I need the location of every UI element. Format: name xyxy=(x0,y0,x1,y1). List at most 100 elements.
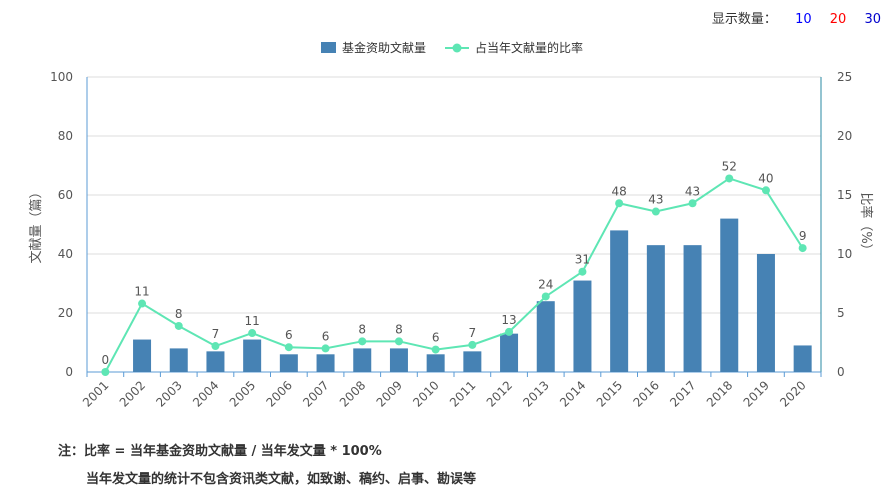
legend-swatch-bars xyxy=(321,42,336,53)
ratio-point xyxy=(248,329,257,338)
bar-data-label: 0 xyxy=(102,353,110,367)
ratio-point xyxy=(394,337,403,346)
bar xyxy=(389,348,408,372)
y2-tick-label: 5 xyxy=(837,306,845,320)
x-tick-label: 2017 xyxy=(667,378,698,409)
ratio-point xyxy=(174,321,183,330)
bar-data-label: 52 xyxy=(722,159,737,173)
ratio-point xyxy=(688,199,697,208)
bar-data-label: 6 xyxy=(322,329,330,343)
bar xyxy=(756,254,775,372)
bar xyxy=(316,354,335,372)
bar xyxy=(500,333,519,372)
note-exclusion: 当年发文量的统计不包含资讯类文献，如致谢、稿约、启事、勘误等 xyxy=(86,472,477,487)
y2-tick-label: 15 xyxy=(837,188,852,202)
ratio-point xyxy=(138,299,147,308)
bar-data-label: 6 xyxy=(432,331,440,345)
x-tick-label: 2004 xyxy=(190,378,221,409)
ratio-line xyxy=(104,177,804,373)
bar-data-label: 8 xyxy=(175,307,183,321)
bar xyxy=(793,345,812,372)
bar xyxy=(169,348,188,372)
y-tick-label: 80 xyxy=(58,129,73,143)
display-count-option-20[interactable]: 20 xyxy=(829,12,847,27)
y2-axis-title: 比率（%） xyxy=(858,192,874,256)
y-tick-label: 40 xyxy=(58,247,73,261)
bar-data-label: 11 xyxy=(245,314,260,328)
bar-data-label: 7 xyxy=(469,326,477,340)
bar xyxy=(573,280,592,372)
ratio-point xyxy=(761,186,770,195)
display-count-option-10[interactable]: 10 xyxy=(795,12,812,27)
ratio-point xyxy=(578,267,587,276)
ratio-point xyxy=(505,327,514,336)
x-tick-label: 2013 xyxy=(520,378,551,409)
ratio-point xyxy=(468,340,477,349)
bar-data-label: 43 xyxy=(685,184,700,198)
x-tick-label: 2002 xyxy=(117,378,148,409)
bar-data-label: 43 xyxy=(648,193,663,207)
x-tick-label: 2001 xyxy=(80,378,111,409)
bar xyxy=(133,339,152,372)
bar-data-label: 24 xyxy=(538,277,553,291)
legend-swatch-point xyxy=(452,43,462,53)
ratio-point xyxy=(101,368,110,376)
bar xyxy=(683,245,702,372)
bar-data-label: 13 xyxy=(501,313,516,327)
bar-data-label: 6 xyxy=(285,328,293,342)
bar-data-label: 11 xyxy=(134,285,149,299)
x-tick-label: 2016 xyxy=(630,378,661,409)
bar xyxy=(279,354,298,372)
y-axis-title: 文献量（篇） xyxy=(29,185,44,263)
y-tick-label: 60 xyxy=(58,188,73,202)
x-tick-label: 2008 xyxy=(337,378,368,409)
ratio-point xyxy=(321,344,330,353)
x-tick-label: 2020 xyxy=(777,378,808,409)
y2-tick-label: 10 xyxy=(837,247,852,261)
ratio-point xyxy=(651,207,660,216)
y-tick-label: 100 xyxy=(50,70,73,84)
bar xyxy=(536,301,555,372)
y-tick-label: 20 xyxy=(58,306,73,320)
x-tick-label: 2007 xyxy=(300,378,331,409)
y2-tick-label: 25 xyxy=(837,70,852,84)
display-count-option-30[interactable]: 30 xyxy=(864,12,881,27)
x-tick-label: 2006 xyxy=(263,378,294,409)
ratio-point xyxy=(211,342,220,351)
bar xyxy=(463,351,482,372)
note-ratio-formula: 注：比率 = 当年基金资助文献量 / 当年发文量 * 100% xyxy=(58,444,382,459)
bar-data-label: 48 xyxy=(612,184,627,198)
ratio-point xyxy=(431,345,440,354)
x-tick-label: 2005 xyxy=(227,378,258,409)
x-tick-label: 2011 xyxy=(447,378,478,409)
bar-data-label: 8 xyxy=(358,322,366,336)
display-count-controls: 显示数量： 10 20 30 xyxy=(698,8,881,27)
x-tick-label: 2009 xyxy=(374,378,405,409)
ratio-point xyxy=(615,199,624,208)
bar-data-label: 9 xyxy=(799,229,807,243)
x-tick-label: 2012 xyxy=(484,378,515,409)
x-tick-label: 2015 xyxy=(594,378,625,409)
ratio-point xyxy=(358,337,367,346)
y2-tick-label: 0 xyxy=(837,365,845,379)
legend-label-line: 占当年文献量的比率 xyxy=(475,40,583,55)
display-count-label: 显示数量： xyxy=(711,12,777,27)
bar-data-label: 40 xyxy=(758,171,773,185)
bar-data-label: 31 xyxy=(575,253,590,267)
x-tick-label: 2003 xyxy=(153,378,184,409)
x-tick-label: 2018 xyxy=(704,378,735,409)
bar-data-label: 7 xyxy=(212,327,220,341)
bar xyxy=(353,348,372,372)
ratio-point xyxy=(541,292,550,301)
bar xyxy=(426,354,445,372)
x-tick-label: 2014 xyxy=(557,378,588,409)
x-tick-label: 2010 xyxy=(410,378,441,409)
y2-tick-label: 20 xyxy=(837,129,852,143)
ratio-point xyxy=(725,174,734,183)
bar xyxy=(206,351,225,372)
ratio-point xyxy=(798,244,807,253)
legend-label-bars: 基金资助文献量 xyxy=(342,40,426,55)
ratio-point xyxy=(284,343,293,352)
bar-data-label: 8 xyxy=(395,322,403,336)
